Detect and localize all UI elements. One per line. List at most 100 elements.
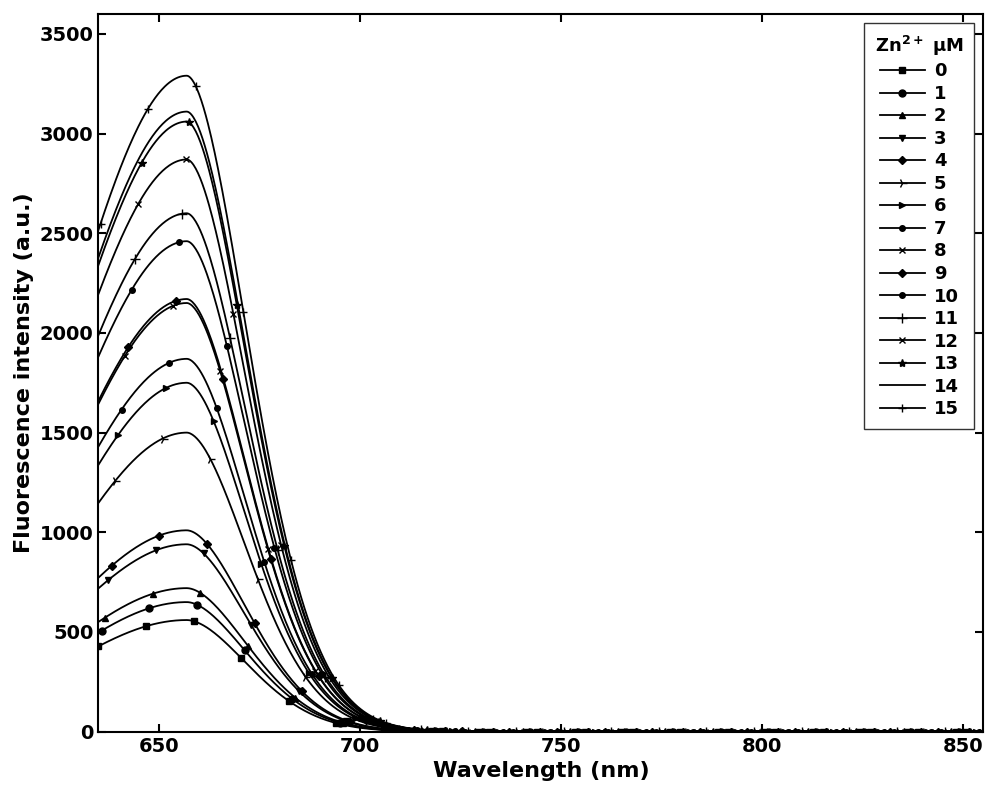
8: [147, 315, 159, 324]
5: [856, 727, 868, 736]
12: [631, 727, 643, 736]
2: [92, 617, 104, 626]
12: [856, 727, 868, 736]
12: [977, 727, 989, 736]
13: [92, 261, 104, 270]
1: [856, 727, 868, 736]
8: [977, 727, 989, 736]
4: [977, 727, 989, 736]
13: [765, 727, 777, 736]
11: [181, 208, 193, 218]
1: [765, 727, 777, 736]
0: [631, 727, 643, 736]
0: [856, 727, 868, 736]
2: [977, 727, 989, 736]
9: [147, 312, 159, 321]
Line: 10: 10: [96, 238, 986, 735]
Line: 9: 9: [96, 297, 986, 735]
13: [607, 727, 619, 736]
Line: 12: 12: [95, 156, 987, 735]
4: [657, 727, 669, 736]
9: [92, 396, 104, 405]
8: [631, 727, 643, 736]
5: [977, 727, 989, 736]
2: [856, 727, 868, 736]
13: [181, 117, 193, 126]
15: [977, 727, 989, 736]
14: [607, 727, 619, 736]
X-axis label: Wavelength (nm): Wavelength (nm): [433, 761, 649, 781]
6: [765, 727, 777, 736]
4: [181, 525, 193, 535]
Line: 6: 6: [95, 379, 987, 735]
7: [765, 727, 777, 736]
2: [631, 727, 643, 736]
10: [765, 727, 777, 736]
Line: 7: 7: [96, 356, 986, 735]
Line: 14: 14: [98, 111, 983, 731]
6: [147, 392, 159, 401]
5: [607, 727, 619, 736]
4: [147, 533, 159, 543]
10: [631, 727, 643, 736]
8: [657, 727, 669, 736]
Line: 0: 0: [95, 617, 987, 735]
5: [92, 498, 104, 508]
11: [765, 727, 777, 736]
13: [657, 727, 669, 736]
1: [147, 603, 159, 612]
1: [657, 727, 669, 736]
12: [147, 177, 159, 187]
Line: 4: 4: [96, 528, 986, 735]
9: [765, 727, 777, 736]
4: [856, 727, 868, 736]
5: [657, 727, 669, 736]
14: [856, 727, 868, 736]
6: [181, 378, 193, 387]
0: [607, 727, 619, 736]
4: [765, 727, 777, 736]
8: [181, 298, 193, 308]
Line: 3: 3: [95, 541, 987, 735]
14: [657, 727, 669, 736]
9: [856, 727, 868, 736]
1: [181, 597, 193, 607]
14: [92, 253, 104, 262]
11: [856, 727, 868, 736]
0: [147, 619, 159, 629]
12: [181, 155, 193, 165]
12: [92, 289, 104, 299]
3: [856, 727, 868, 736]
6: [607, 727, 619, 736]
13: [147, 141, 159, 150]
15: [181, 71, 193, 80]
11: [92, 331, 104, 340]
15: [856, 727, 868, 736]
6: [631, 727, 643, 736]
3: [765, 727, 777, 736]
11: [977, 727, 989, 736]
0: [181, 615, 193, 625]
3: [977, 727, 989, 736]
Line: 8: 8: [95, 300, 987, 735]
15: [765, 727, 777, 736]
5: [181, 428, 193, 437]
7: [147, 369, 159, 378]
15: [607, 727, 619, 736]
3: [631, 727, 643, 736]
6: [657, 727, 669, 736]
6: [92, 460, 104, 470]
10: [147, 256, 159, 266]
Line: 13: 13: [94, 118, 988, 736]
15: [631, 727, 643, 736]
6: [856, 727, 868, 736]
4: [92, 573, 104, 583]
1: [92, 628, 104, 638]
8: [92, 399, 104, 409]
1: [631, 727, 643, 736]
13: [856, 727, 868, 736]
Legend: 0, 1, 2, 3, 4, 5, 6, 7, 8, 9, 10, 11, 12, 13, 14, 15: 0, 1, 2, 3, 4, 5, 6, 7, 8, 9, 10, 11, 12…: [864, 23, 974, 429]
3: [657, 727, 669, 736]
9: [181, 294, 193, 304]
12: [657, 727, 669, 736]
